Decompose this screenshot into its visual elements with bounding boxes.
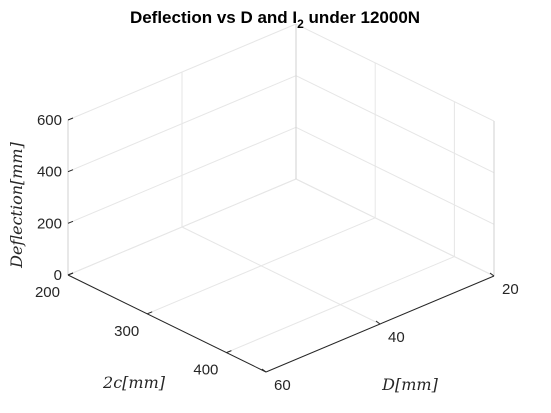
y-tick-label: 300 — [114, 323, 139, 340]
y-axis-label: 2c[mm] — [102, 373, 166, 392]
z-ticks: 0 200 400 600 — [37, 112, 74, 284]
z-axis-label: Deflection[mm] — [7, 141, 26, 268]
y-tick-label: 200 — [35, 284, 60, 301]
z-tick-label: 600 — [37, 112, 62, 129]
axes-box-back — [67, 23, 495, 373]
title-suffix: under 12000N — [304, 8, 420, 27]
x-tick-label: 60 — [274, 377, 291, 394]
x-tick-label: 20 — [502, 281, 519, 298]
x-tick-label: 40 — [388, 329, 405, 346]
y-ticks: 200 300 400 — [35, 272, 232, 379]
title-subscript: 2 — [297, 17, 304, 31]
z-tick-label: 0 — [54, 267, 62, 284]
z-tick-label: 400 — [37, 164, 62, 181]
y-tick-label: 400 — [193, 362, 218, 379]
z-tick-label: 200 — [37, 215, 62, 232]
x-ticks: 20 40 60 — [261, 272, 519, 394]
x-axis-label: D[mm] — [381, 375, 438, 394]
chart-title: Deflection vs D and I2 under 12000N — [130, 8, 420, 31]
